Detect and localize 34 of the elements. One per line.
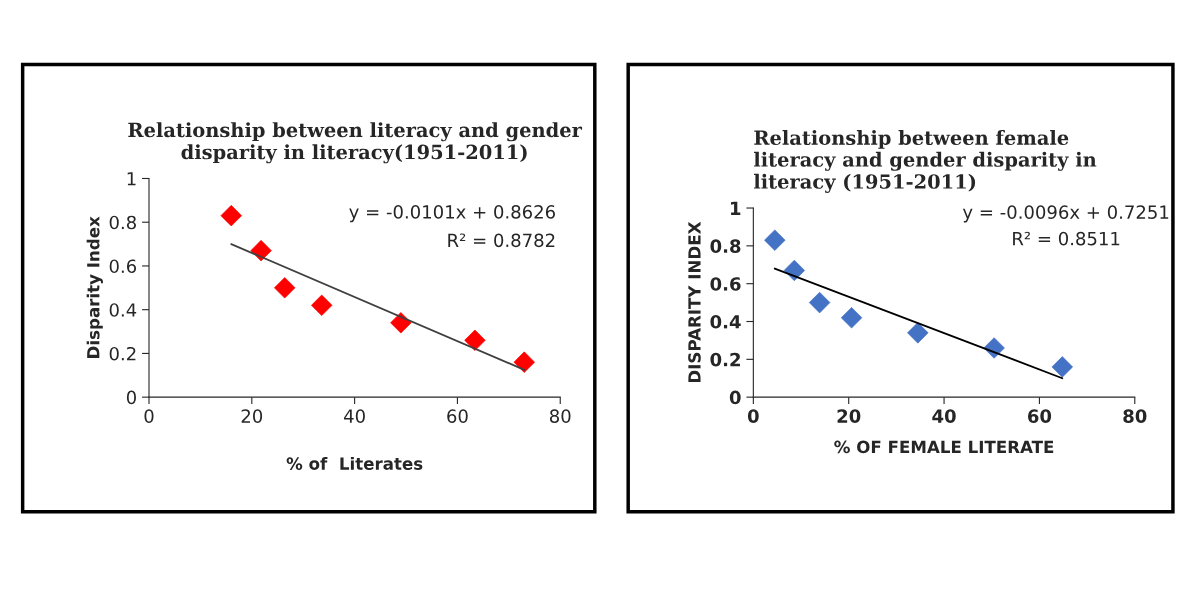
annotation: y = -0.0096x + 0.7251 [962, 205, 1169, 223]
y-tick-label: 0.2 [710, 352, 740, 367]
x-axis-title: % OF FEMALE LITERATE [834, 440, 1054, 454]
y-tick-label: 0.4 [710, 314, 741, 329]
y-axis-title: Disparity Index [86, 216, 103, 358]
x-tick-label: 40 [932, 409, 956, 423]
y-tick-label: 1 [731, 201, 741, 215]
chart-title: Relationship between female literacy and gender disparity in literacy (1951-2011) [754, 129, 1097, 193]
annotation: R² = 0.8511 [1013, 231, 1120, 246]
y-tick-label: 0.8 [109, 215, 136, 230]
x-tick-label: 40 [344, 409, 365, 423]
y-axis-title: DISPARITY INDEX [688, 221, 701, 383]
y-tick-label: 0.6 [710, 277, 741, 291]
x-axis-title: % of Literates [286, 456, 423, 470]
y-tick-label: 0.4 [109, 303, 137, 317]
annotation: y = -0.0101x + 0.8626 [349, 205, 555, 223]
x-tick-label: 80 [549, 409, 571, 423]
y-tick-label: 0.8 [710, 239, 741, 253]
x-tick-label: 60 [447, 409, 468, 423]
point [220, 205, 242, 227]
x-tick-label: 80 [1123, 409, 1147, 423]
chart-title: Relationship between literacy and gender disparity in literacy(1951-2011) [128, 122, 583, 164]
x-tick-label: 60 [1027, 409, 1052, 423]
x-tick-label: 0 [747, 409, 759, 423]
x-tick-label: 20 [837, 409, 861, 423]
x-tick-label: 20 [241, 409, 263, 423]
y-tick-label: 0 [729, 390, 741, 405]
y-tick-label: 0 [126, 390, 136, 405]
y-tick-label: 0.6 [109, 259, 137, 274]
y-tick-label: 1 [127, 172, 136, 186]
point [1051, 356, 1073, 378]
y-tick-label: 0.2 [109, 346, 136, 361]
annotation: R² = 0.8782 [448, 233, 555, 248]
x-tick-label: 0 [144, 409, 154, 423]
